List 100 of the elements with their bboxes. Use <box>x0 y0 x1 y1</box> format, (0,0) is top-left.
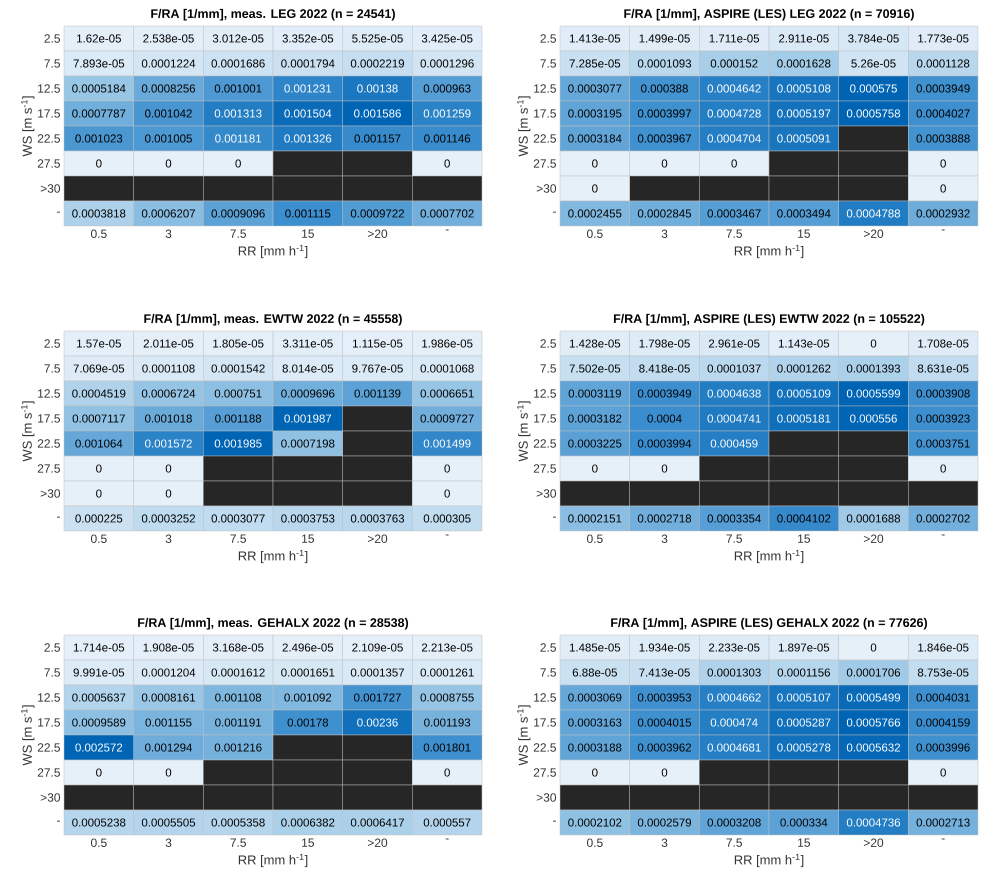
data-label: 0.0005181 <box>777 414 830 423</box>
data-label: 0.000152 <box>710 59 758 68</box>
y-tick-label: 12.5 <box>534 389 556 398</box>
y-tick-label: 12.5 <box>534 693 556 702</box>
data-label: 0 <box>731 159 737 168</box>
y-tick-label: 17.5 <box>38 718 60 727</box>
data-label: 0.001572 <box>145 439 192 448</box>
data-label: 3.425e-05 <box>422 34 472 43</box>
y-tick-label: 12.5 <box>38 693 60 702</box>
data-label: 0 <box>592 184 598 193</box>
data-label: 0.002572 <box>75 743 122 752</box>
data-label: 0 <box>592 768 598 777</box>
data-label: 0.0001612 <box>212 668 265 677</box>
data-label: 1.934e-05 <box>640 643 690 652</box>
data-label: 0.0006382 <box>281 818 334 827</box>
data-label: 0 <box>940 768 946 777</box>
x-tick-label: - <box>942 838 945 840</box>
data-label: 8.014e-05 <box>282 364 334 373</box>
data-label: 0.0005197 <box>777 109 830 118</box>
data-label: 0.0004681 <box>708 743 761 752</box>
data-label: 0.0003818 <box>72 209 126 218</box>
x-tick-label: 7.5 <box>230 534 246 543</box>
y-tick-label: - <box>553 820 556 822</box>
data-label: 0.0003997 <box>638 109 691 118</box>
data-label: 5.525e-05 <box>352 34 403 43</box>
data-label: 0.001155 <box>145 718 192 727</box>
data-label: 0 <box>96 489 102 498</box>
y-tick-label: 27.5 <box>38 464 60 473</box>
data-label: 0.001504 <box>284 109 332 118</box>
data-label: 0.0003753 <box>281 514 334 523</box>
data-label: 0.0003467 <box>708 209 761 218</box>
data-label: 0.0003962 <box>638 743 691 752</box>
x-axis-title: RR [mm h$^{-1}$] <box>734 244 804 258</box>
data-label: 0.0003923 <box>916 414 970 423</box>
data-label: 1.115e-05 <box>352 339 402 348</box>
y-tick-label: 27.5 <box>38 159 60 168</box>
data-label: 0.000334 <box>780 818 828 827</box>
data-label: 0.0001628 <box>777 59 830 68</box>
data-label: 1.57e-05 <box>77 339 121 348</box>
x-tick-label: >20 <box>368 230 388 238</box>
x-tick-label: >20 <box>368 838 388 847</box>
data-label: 0.0005278 <box>777 743 830 752</box>
y-tick-label: 22.5 <box>534 134 556 143</box>
data-label: 0.0003077 <box>568 84 622 93</box>
data-label: 0.0006207 <box>142 209 195 218</box>
y-tick-label: >30 <box>40 184 60 193</box>
data-label: 0.001985 <box>214 439 262 448</box>
y-tick-label: 17.5 <box>38 414 60 423</box>
data-label: 1.499e-05 <box>640 34 690 43</box>
x-tick-label: - <box>446 838 449 840</box>
data-label: 0.0002102 <box>568 818 622 827</box>
y-tick-label: 17.5 <box>534 109 556 118</box>
data-label: 0.0003888 <box>916 134 970 143</box>
x-tick-label: 7.5 <box>726 230 742 238</box>
y-tick-label: 7.5 <box>44 59 60 68</box>
data-label: 0.0005599 <box>846 389 900 398</box>
y-tick-label: 12.5 <box>38 389 60 398</box>
data-label: 1.773e-05 <box>918 34 968 43</box>
data-label: 0.0001794 <box>281 59 335 68</box>
data-label: 0.0005238 <box>72 818 126 827</box>
x-tick-label: 7.5 <box>230 230 246 238</box>
data-label: 0.0004788 <box>846 209 900 218</box>
data-label: 0.001193 <box>424 718 470 727</box>
data-label: 0.0001093 <box>638 59 692 68</box>
data-label: 2.233e-05 <box>708 643 760 652</box>
data-label: 0.0004662 <box>708 693 761 702</box>
y-tick-label: 22.5 <box>38 743 60 752</box>
data-label: 2.213e-05 <box>422 643 472 652</box>
y-tick-label: 22.5 <box>534 439 556 448</box>
x-axis-title: RR [mm h$^{-1}$] <box>238 550 308 564</box>
data-label: 0.0001296 <box>420 59 474 68</box>
data-label: 7.069e-05 <box>74 364 124 373</box>
x-tick-label: 15 <box>798 534 810 543</box>
x-tick-label: 7.5 <box>726 838 742 847</box>
data-label: 0.001499 <box>424 439 471 448</box>
data-label: 0.0005108 <box>777 84 830 93</box>
y-tick-label: 12.5 <box>534 84 556 93</box>
data-label: 0 <box>940 184 946 193</box>
x-tick-label: 3 <box>166 534 172 543</box>
data-label: 0.0003994 <box>638 439 692 448</box>
data-label: 0 <box>662 159 668 168</box>
data-label: 0.0002932 <box>916 209 970 218</box>
x-axis-title: RR [mm h$^{-1}$] <box>734 550 804 564</box>
y-tick-label: 17.5 <box>534 414 556 423</box>
data-label: 0 <box>166 768 172 777</box>
data-label: 0.0009589 <box>72 718 126 727</box>
data-label: 0.0003763 <box>350 514 404 523</box>
data-label: 0.0008755 <box>420 693 474 702</box>
data-label: 0.0001108 <box>142 364 195 373</box>
data-label: 0.001259 <box>424 109 471 118</box>
x-tick-label: 3 <box>662 838 668 847</box>
data-label: 2.538e-05 <box>143 34 194 43</box>
data-label: 0.0008256 <box>142 84 196 93</box>
data-label: 0.0009727 <box>420 414 474 423</box>
y-tick-label: 22.5 <box>534 743 556 752</box>
data-label: 0.0003208 <box>708 818 761 827</box>
chart-title: F/RA [1/mm], ASPIRE (LES) EWTW 2022 (n = 105522) <box>614 314 924 326</box>
data-label: 2.011e-05 <box>144 339 194 348</box>
data-label: 0.0002579 <box>638 818 692 827</box>
data-label: 2.496e-05 <box>282 643 334 652</box>
